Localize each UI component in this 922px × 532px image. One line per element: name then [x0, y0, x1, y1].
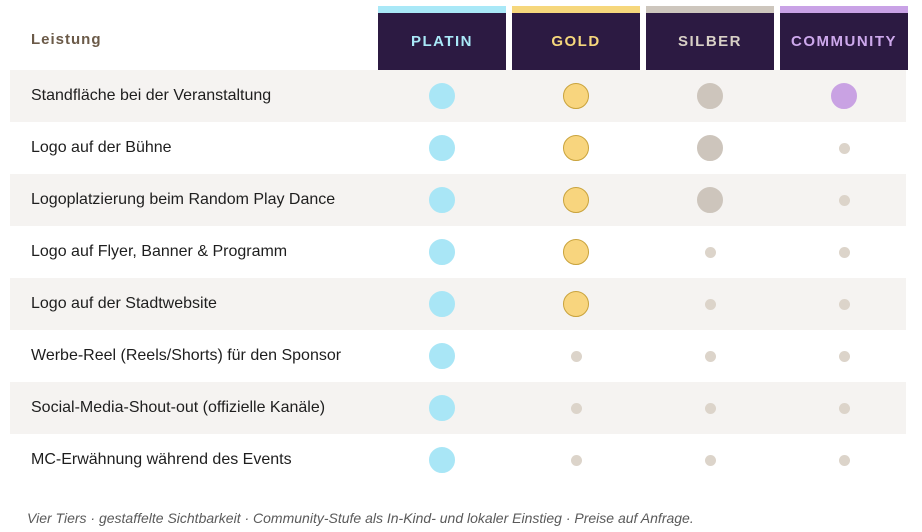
included-dot-icon: [429, 83, 455, 109]
table-row: Logo auf Flyer, Banner & Programm: [10, 226, 906, 278]
tier-name: COMMUNITY: [791, 32, 897, 50]
included-dot-icon: [563, 187, 589, 213]
table-row: Werbe-Reel (Reels/Shorts) für den Sponso…: [10, 330, 906, 382]
cell-gold: [512, 122, 640, 174]
not-included-dot-icon: [838, 402, 850, 414]
cell-gold: [512, 382, 640, 434]
tier-header-platin: PLATIN: [378, 6, 506, 70]
tier-accent-bar: [378, 6, 506, 13]
included-dot-icon: [697, 135, 723, 161]
tier-name: SILBER: [677, 32, 742, 50]
table-row: MC-Erwähnung während des Events: [10, 434, 906, 486]
tier-name: GOLD: [551, 32, 601, 50]
cell-gold: [512, 174, 640, 226]
included-dot-icon: [429, 239, 455, 265]
table-row: Logo auf der Stadtwebsite: [10, 278, 906, 330]
cell-gold: [512, 278, 640, 330]
cell-platin: [378, 330, 506, 382]
included-dot-icon: [563, 291, 589, 317]
cell-silber: [646, 278, 774, 330]
not-included-dot-icon: [704, 402, 716, 414]
included-dot-icon: [429, 187, 455, 213]
included-dot-icon: [563, 135, 589, 161]
cell-community: [780, 226, 908, 278]
included-dot-icon: [563, 83, 589, 109]
cell-community: [780, 174, 908, 226]
benefit-label: Standfläche bei der Veranstaltung: [31, 87, 272, 104]
included-dot-icon: [429, 343, 455, 369]
cell-platin: [378, 174, 506, 226]
benefits-table: Leistung PLATIN GOLD SILBER COMMUNITY Stand…: [10, 0, 908, 486]
not-included-dot-icon: [704, 454, 716, 466]
cell-platin: [378, 70, 506, 122]
not-included-dot-icon: [838, 298, 850, 310]
cell-platin: [378, 122, 506, 174]
benefit-label: Social-Media-Shout-out (offizielle Kanäl…: [31, 399, 326, 416]
benefit-label: Logo auf Flyer, Banner & Programm: [31, 243, 288, 260]
not-included-dot-icon: [838, 350, 850, 362]
table-row: Social-Media-Shout-out (offizielle Kanäl…: [10, 382, 906, 434]
benefit-label: Werbe-Reel (Reels/Shorts) für den Sponso…: [31, 347, 342, 364]
included-dot-icon: [563, 239, 589, 265]
cell-silber: [646, 174, 774, 226]
table-header: Leistung PLATIN GOLD SILBER COMMUNITY: [10, 0, 908, 70]
cell-silber: [646, 382, 774, 434]
not-included-dot-icon: [570, 350, 582, 362]
not-included-dot-icon: [570, 402, 582, 414]
cell-silber: [646, 122, 774, 174]
cell-gold: [512, 434, 640, 486]
cell-platin: [378, 226, 506, 278]
cell-gold: [512, 226, 640, 278]
not-included-dot-icon: [704, 298, 716, 310]
cell-gold: [512, 70, 640, 122]
benefit-label: Logo auf der Stadtwebsite: [31, 295, 217, 312]
included-dot-icon: [429, 395, 455, 421]
cell-gold: [512, 330, 640, 382]
leistung-column-header: Leistung: [31, 31, 102, 48]
not-included-dot-icon: [838, 246, 850, 258]
tier-accent-bar: [512, 6, 640, 13]
included-dot-icon: [831, 83, 857, 109]
cell-silber: [646, 70, 774, 122]
tier-accent-bar: [646, 6, 774, 13]
not-included-dot-icon: [838, 454, 850, 466]
benefit-label: Logoplatzierung beim Random Play Dance: [31, 191, 336, 208]
benefit-label: MC-Erwähnung während des Events: [31, 451, 292, 468]
cell-community: [780, 122, 908, 174]
table-row: Logo auf der Bühne: [10, 122, 906, 174]
tier-name: PLATIN: [410, 32, 474, 50]
cell-silber: [646, 330, 774, 382]
benefit-label: Logo auf der Bühne: [31, 139, 172, 156]
not-included-dot-icon: [704, 246, 716, 258]
cell-community: [780, 278, 908, 330]
included-dot-icon: [697, 187, 723, 213]
tier-header-community: COMMUNITY: [780, 6, 908, 70]
cell-platin: [378, 278, 506, 330]
cell-community: [780, 330, 908, 382]
not-included-dot-icon: [704, 350, 716, 362]
not-included-dot-icon: [570, 454, 582, 466]
table-row: Standfläche bei der Veranstaltung: [10, 70, 906, 122]
cell-community: [780, 434, 908, 486]
included-dot-icon: [429, 135, 455, 161]
tier-header-gold: GOLD: [512, 6, 640, 70]
cell-platin: [378, 434, 506, 486]
tier-accent-bar: [780, 6, 908, 13]
cell-community: [780, 70, 908, 122]
cell-community: [780, 382, 908, 434]
not-included-dot-icon: [838, 194, 850, 206]
cell-platin: [378, 382, 506, 434]
included-dot-icon: [429, 291, 455, 317]
cell-silber: [646, 226, 774, 278]
tier-header-silber: SILBER: [646, 6, 774, 70]
footer-note: Vier Tiers · gestaffelte Sichtbarkeit · …: [27, 510, 694, 526]
table-row: Logoplatzierung beim Random Play Dance: [10, 174, 906, 226]
cell-silber: [646, 434, 774, 486]
not-included-dot-icon: [838, 142, 850, 154]
included-dot-icon: [429, 447, 455, 473]
included-dot-icon: [697, 83, 723, 109]
